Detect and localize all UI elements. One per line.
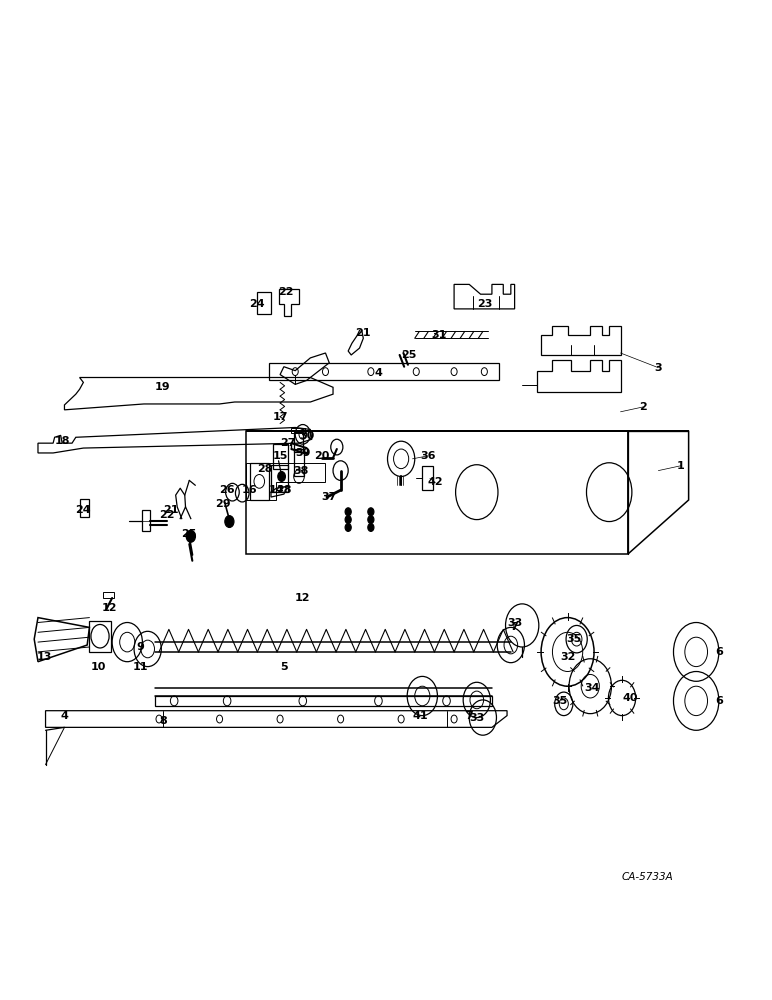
Text: 9: 9 bbox=[136, 642, 144, 652]
Text: 34: 34 bbox=[585, 683, 601, 693]
Text: 24: 24 bbox=[249, 299, 266, 309]
Text: 28: 28 bbox=[276, 485, 292, 495]
Text: 33: 33 bbox=[507, 617, 522, 628]
Text: 38: 38 bbox=[293, 466, 309, 476]
Text: 37: 37 bbox=[322, 492, 337, 502]
Text: 39: 39 bbox=[295, 448, 310, 458]
Text: 7: 7 bbox=[466, 711, 473, 721]
Bar bbox=[271, 465, 288, 492]
Text: 41: 41 bbox=[412, 711, 428, 721]
Text: 36: 36 bbox=[420, 451, 435, 461]
Text: 19: 19 bbox=[155, 382, 171, 392]
Text: 27: 27 bbox=[280, 438, 296, 448]
Bar bbox=[422, 466, 433, 490]
Text: 25: 25 bbox=[181, 529, 197, 539]
Text: 3: 3 bbox=[655, 363, 662, 373]
Bar bbox=[293, 432, 303, 452]
Text: 17: 17 bbox=[273, 412, 288, 422]
Text: 7: 7 bbox=[511, 622, 519, 632]
Bar bbox=[103, 592, 113, 598]
Text: 21: 21 bbox=[356, 328, 371, 338]
Text: 2: 2 bbox=[639, 402, 647, 412]
Bar bbox=[292, 428, 305, 433]
Bar bbox=[273, 444, 288, 469]
Text: 11: 11 bbox=[132, 662, 148, 672]
Bar bbox=[293, 449, 304, 476]
Text: 28: 28 bbox=[257, 464, 273, 474]
Circle shape bbox=[345, 524, 351, 531]
Text: 15: 15 bbox=[273, 451, 288, 461]
Text: 6: 6 bbox=[715, 696, 723, 706]
Text: 22: 22 bbox=[279, 287, 294, 297]
Text: 10: 10 bbox=[91, 662, 107, 672]
Text: CA-5733A: CA-5733A bbox=[621, 872, 673, 882]
Text: 1: 1 bbox=[677, 461, 685, 471]
Text: 4: 4 bbox=[374, 368, 382, 378]
Text: 8: 8 bbox=[159, 716, 167, 726]
Circle shape bbox=[367, 516, 374, 524]
Text: 20: 20 bbox=[314, 451, 330, 461]
Circle shape bbox=[278, 472, 286, 481]
Circle shape bbox=[225, 516, 234, 527]
Text: 24: 24 bbox=[76, 505, 91, 515]
Text: 5: 5 bbox=[280, 662, 288, 672]
Circle shape bbox=[367, 508, 374, 516]
Bar bbox=[80, 499, 90, 517]
Text: 25: 25 bbox=[401, 350, 416, 360]
Text: 14: 14 bbox=[269, 485, 284, 495]
Bar bbox=[155, 696, 492, 706]
Text: 4: 4 bbox=[60, 711, 69, 721]
Circle shape bbox=[367, 524, 374, 531]
Circle shape bbox=[186, 530, 195, 542]
Text: 6: 6 bbox=[715, 647, 723, 657]
Bar bbox=[257, 292, 271, 314]
Text: 31: 31 bbox=[432, 330, 447, 340]
Text: 32: 32 bbox=[560, 652, 575, 662]
Text: 23: 23 bbox=[476, 299, 492, 309]
Text: 26: 26 bbox=[219, 485, 235, 495]
Text: 42: 42 bbox=[428, 477, 443, 487]
Bar bbox=[250, 463, 269, 500]
Text: 35: 35 bbox=[566, 634, 581, 644]
Text: 30: 30 bbox=[299, 431, 314, 441]
Text: 12: 12 bbox=[102, 603, 117, 613]
Text: 22: 22 bbox=[159, 510, 174, 520]
Text: 21: 21 bbox=[163, 505, 178, 515]
Text: 13: 13 bbox=[36, 652, 52, 662]
Circle shape bbox=[345, 516, 351, 524]
Bar bbox=[142, 510, 150, 531]
Text: 35: 35 bbox=[553, 696, 567, 706]
Text: 18: 18 bbox=[55, 436, 70, 446]
Bar bbox=[90, 621, 110, 652]
Text: 12: 12 bbox=[295, 593, 310, 603]
Text: 40: 40 bbox=[623, 693, 638, 703]
Text: 29: 29 bbox=[215, 499, 231, 509]
Text: 33: 33 bbox=[469, 713, 484, 723]
Text: 16: 16 bbox=[242, 485, 258, 495]
Circle shape bbox=[345, 508, 351, 516]
